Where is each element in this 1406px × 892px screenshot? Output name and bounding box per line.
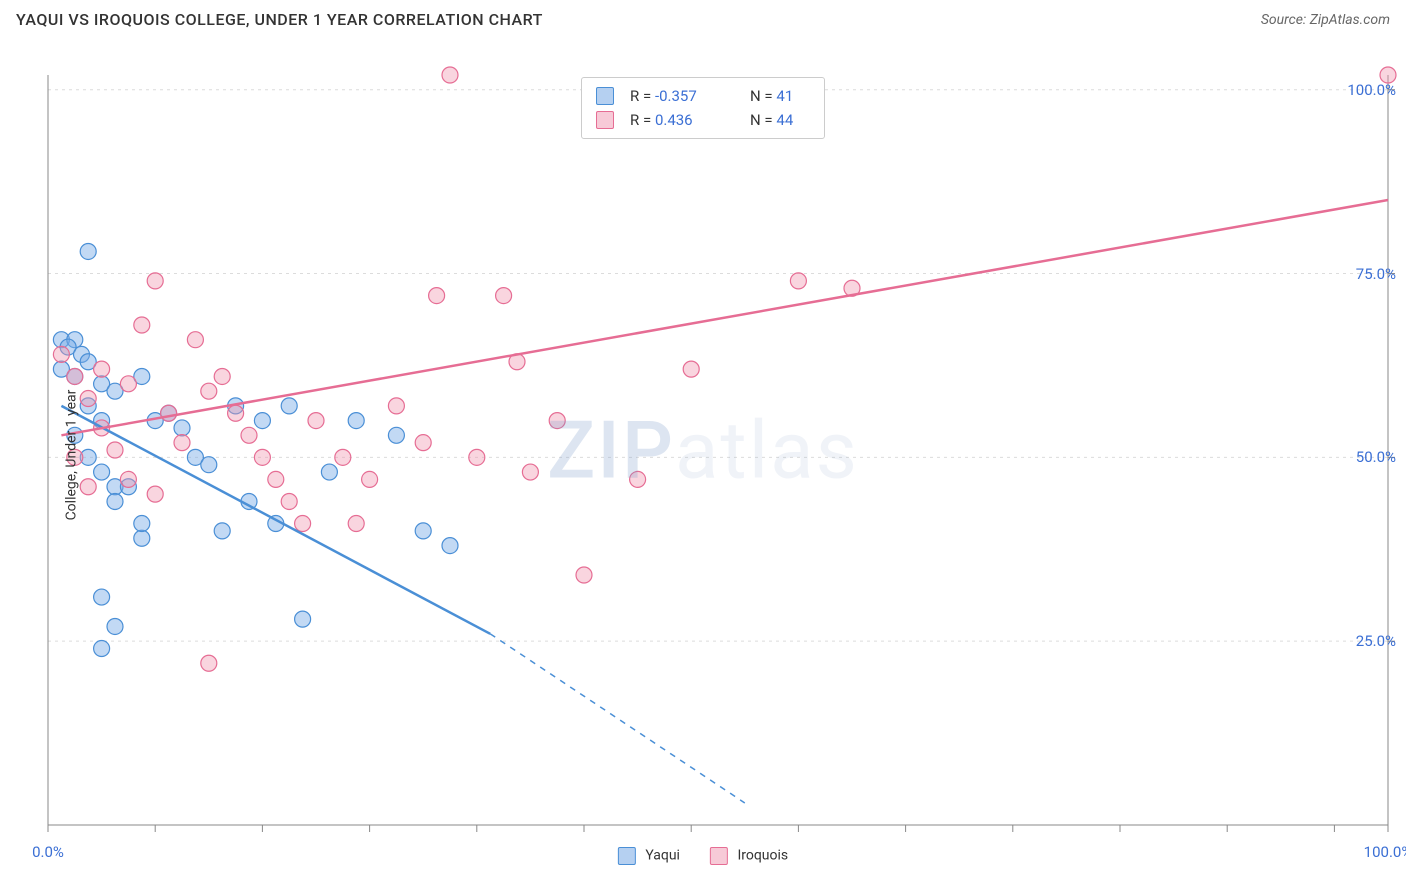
legend-swatch-iroquois [596,111,614,129]
legend-swatch-iroquois [710,847,728,865]
chart-header: YAQUI VS IROQUOIS COLLEGE, UNDER 1 YEAR … [0,0,1406,35]
chart-container: College, Under 1 year ZIPatlas 25.0% 50.… [0,35,1406,875]
y-tick-label: 100.0% [1347,81,1396,99]
y-tick-label: 50.0% [1356,448,1396,466]
y-tick-label: 25.0% [1356,632,1396,650]
legend-item-yaqui: Yaqui [618,847,680,865]
scatter-plot [0,35,1406,875]
chart-source: Source: ZipAtlas.com [1261,12,1390,28]
correlation-legend: R = -0.357 N = 41 R = 0.436 N = 44 [581,77,825,139]
y-axis-label: College, Under 1 year [63,390,79,521]
legend-row-iroquois: R = 0.436 N = 44 [596,108,810,132]
legend-swatch-yaqui [618,847,636,865]
legend-row-yaqui: R = -0.357 N = 41 [596,84,810,108]
legend-swatch-yaqui [596,87,614,105]
chart-title: YAQUI VS IROQUOIS COLLEGE, UNDER 1 YEAR … [16,10,543,29]
legend-item-iroquois: Iroquois [710,847,788,865]
x-tick-label-right: 100.0% [1364,843,1406,861]
x-tick-label-left: 0.0% [32,843,64,861]
series-legend: Yaqui Iroquois [618,847,788,865]
y-tick-label: 75.0% [1356,265,1396,283]
